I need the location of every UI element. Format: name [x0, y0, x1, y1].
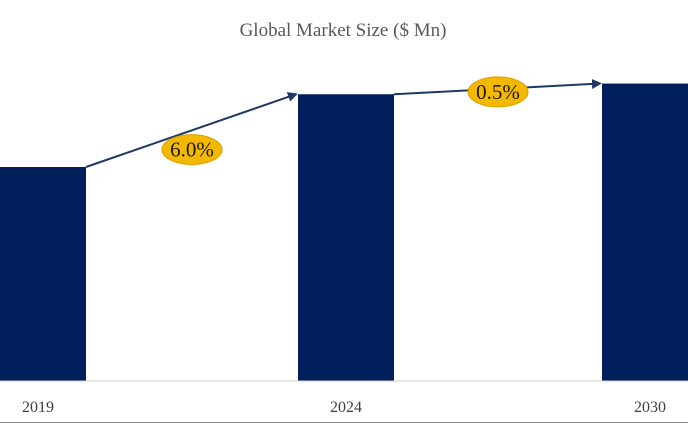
- cagr-label-1: 6.0%: [170, 138, 214, 162]
- bars-layer: [0, 83, 688, 382]
- cagr-badge-1: [161, 134, 223, 166]
- cagr-arrow-1: [85, 92, 298, 168]
- cagr-annotations: 6.0% 0.5%: [85, 76, 602, 168]
- bar-2030: [602, 83, 688, 381]
- x-tick-2019: 2019: [22, 399, 54, 416]
- x-tick-2030: 2030: [634, 399, 666, 416]
- cagr-label-2: 0.5%: [476, 80, 520, 104]
- bar-2019: [0, 167, 86, 381]
- x-axis-ticks: 2019 2024 2030: [22, 399, 666, 416]
- bar-2024: [298, 94, 394, 382]
- cagr-badge-2: [467, 76, 529, 108]
- chart-title: Global Market Size ($ Mn): [240, 20, 447, 41]
- x-tick-2024: 2024: [330, 399, 362, 416]
